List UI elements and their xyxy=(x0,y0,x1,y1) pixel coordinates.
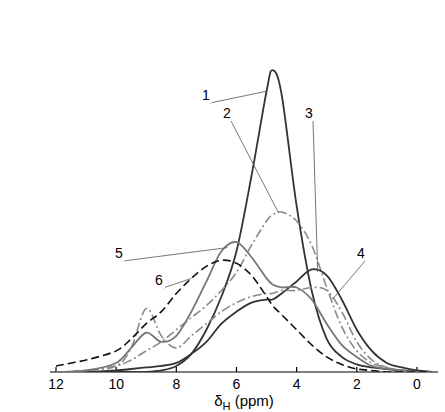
x-axis-title-part: δ xyxy=(214,392,222,409)
plot-area xyxy=(56,70,432,372)
leader-line xyxy=(231,121,279,213)
series-label: 1 xyxy=(202,87,210,103)
leader-line xyxy=(163,278,191,288)
label-patch xyxy=(355,246,367,261)
x-tick xyxy=(236,367,237,372)
series-labels: 12 3 4 5 6 xyxy=(113,87,367,299)
series-line xyxy=(56,269,432,372)
series-line xyxy=(56,70,432,372)
x-tick xyxy=(176,367,177,372)
x-tick-label: 10 xyxy=(108,376,124,392)
series-label: 2 xyxy=(223,105,231,121)
series-line xyxy=(56,212,432,372)
label-patch xyxy=(221,106,233,121)
x-tick xyxy=(356,367,357,372)
x-tick-label: 8 xyxy=(172,376,180,392)
series-label: 3 xyxy=(305,105,313,121)
x-tick-label: 0 xyxy=(413,376,421,392)
x-axis-title-part: (ppm) xyxy=(230,392,273,409)
leader-line xyxy=(123,248,227,261)
series-label: 6 xyxy=(155,272,163,288)
series-line xyxy=(56,287,432,372)
label-patch xyxy=(153,273,165,288)
series-line xyxy=(56,260,432,372)
leader-line xyxy=(210,91,267,103)
series-label: 5 xyxy=(115,245,123,261)
x-tick xyxy=(296,367,297,372)
leader-line xyxy=(313,121,318,272)
leader-line xyxy=(333,261,365,299)
x-tick-label: 12 xyxy=(48,376,64,392)
label-patch xyxy=(200,88,212,103)
x-axis-title-part: H xyxy=(223,400,231,412)
series-line xyxy=(56,242,432,372)
label-patch xyxy=(113,246,125,261)
x-tick-label: 4 xyxy=(293,376,301,392)
chart: 121086420δH (ppm)123456 xyxy=(0,0,445,412)
x-tick-label: 2 xyxy=(353,376,361,392)
x-tick-label: 6 xyxy=(233,376,241,392)
label-patch xyxy=(303,106,315,121)
x-axis-title: δH (ppm) xyxy=(214,392,274,412)
series-label: 4 xyxy=(357,245,365,261)
